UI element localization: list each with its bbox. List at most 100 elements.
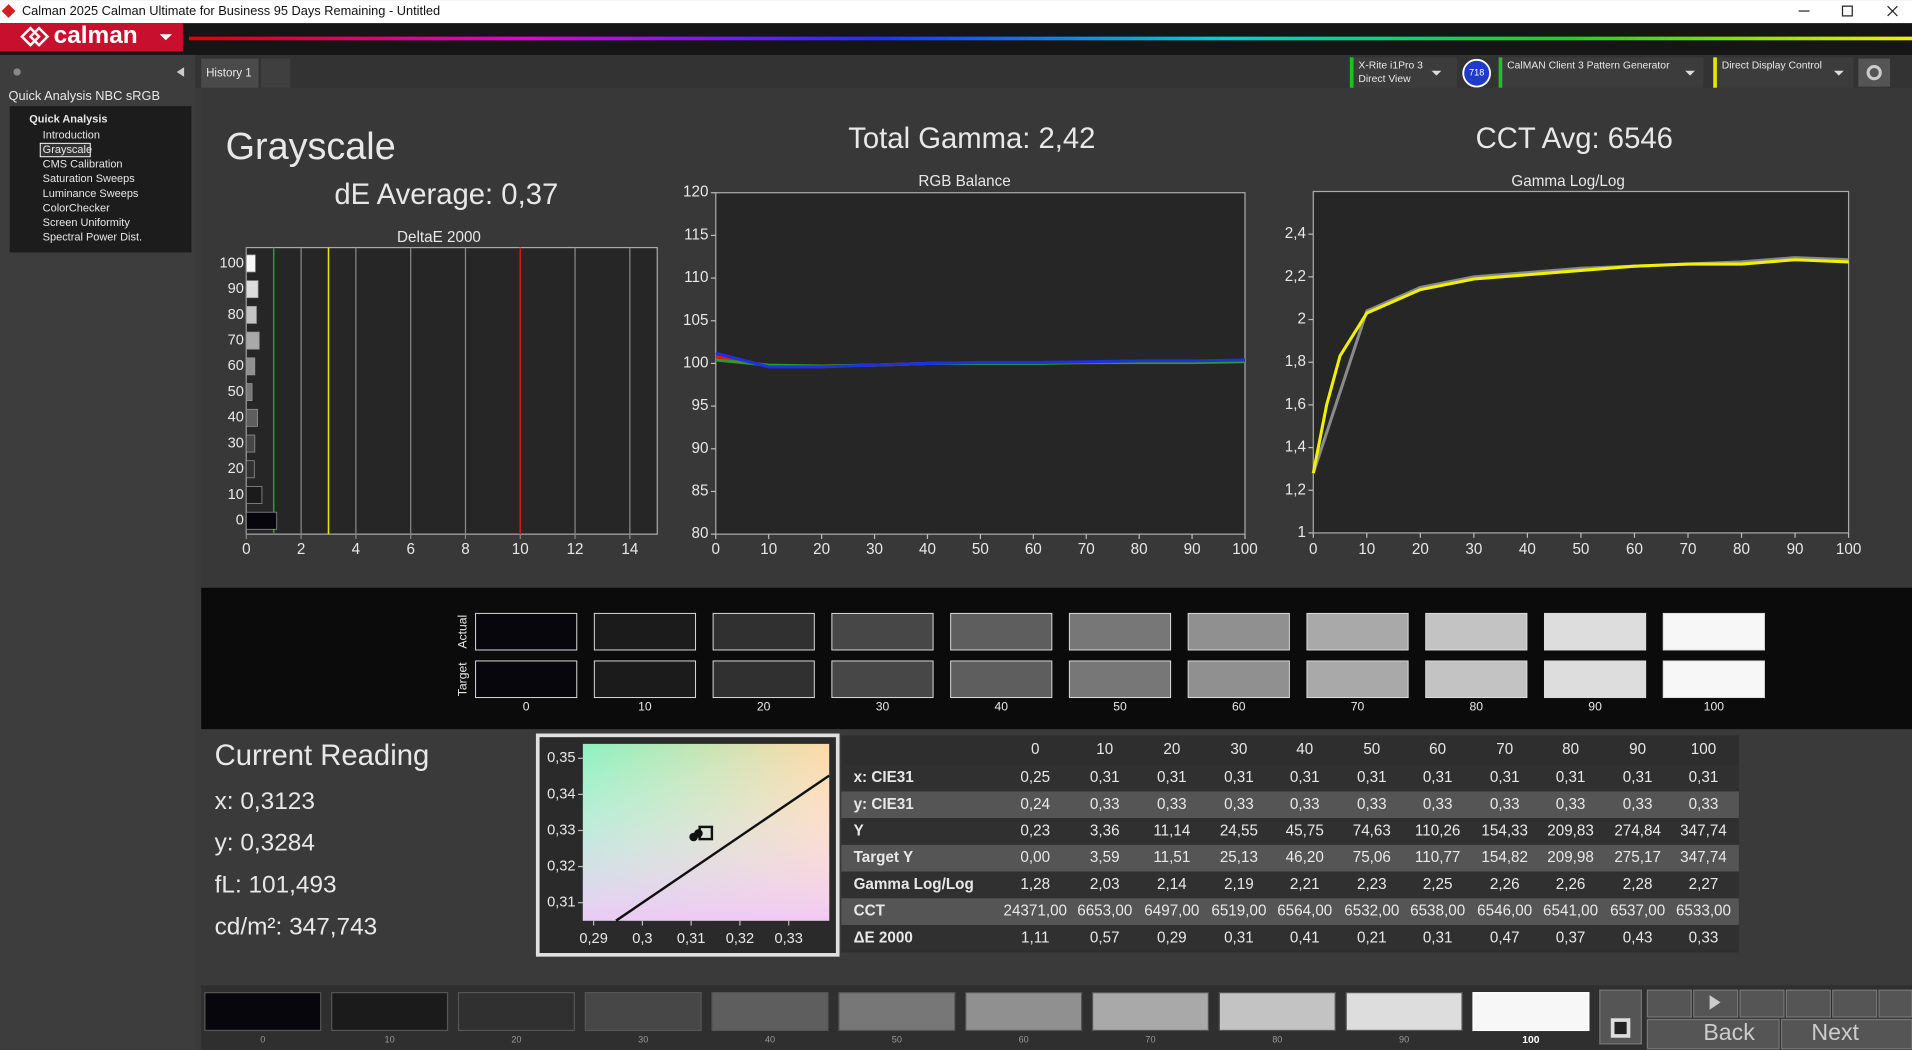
table-cell: 0,33 bbox=[1423, 796, 1453, 813]
swatch bbox=[832, 661, 933, 698]
swatch bbox=[1544, 613, 1645, 650]
x-tick-label: 90 bbox=[1787, 541, 1804, 558]
bar bbox=[246, 255, 255, 272]
table-cell: 0,47 bbox=[1490, 929, 1520, 946]
patch[interactable] bbox=[839, 993, 955, 1031]
swatch-label: 100 bbox=[1704, 700, 1725, 714]
table-cell: 2,25 bbox=[1423, 876, 1453, 893]
table-cell: 0,31 bbox=[1689, 769, 1719, 786]
patch-label: 80 bbox=[1272, 1035, 1282, 1045]
y-tick-label: 20 bbox=[228, 461, 244, 477]
swatch-label: 20 bbox=[757, 700, 771, 714]
patch[interactable] bbox=[1219, 993, 1335, 1031]
chart-title: Gamma Log/Log bbox=[1511, 173, 1624, 190]
patch-label: 30 bbox=[638, 1035, 648, 1045]
settings-button[interactable] bbox=[1858, 59, 1890, 87]
swatch bbox=[476, 661, 577, 698]
column-header: 60 bbox=[1429, 741, 1446, 758]
read-button[interactable] bbox=[1740, 990, 1784, 1017]
y-tick-label: 80 bbox=[692, 525, 709, 542]
bar bbox=[246, 306, 256, 323]
table-cell: 0,33 bbox=[1689, 929, 1719, 946]
patch[interactable] bbox=[585, 993, 701, 1031]
y-tick-label: 50 bbox=[228, 384, 244, 400]
table-cell: 0,23 bbox=[1020, 822, 1050, 839]
table-cell: 154,82 bbox=[1481, 849, 1528, 866]
y-tick-label: 60 bbox=[228, 358, 244, 374]
next-label: Next bbox=[1811, 1019, 1859, 1045]
refresh-button[interactable] bbox=[1833, 990, 1877, 1017]
table-cell: 2,27 bbox=[1689, 876, 1719, 893]
table-cell: 0,31 bbox=[1423, 769, 1453, 786]
table-cell: 0,21 bbox=[1357, 929, 1387, 946]
table-cell: 110,26 bbox=[1415, 822, 1460, 839]
patch-label: 70 bbox=[1145, 1035, 1155, 1045]
table-cell: 209,98 bbox=[1547, 849, 1594, 866]
add-tab[interactable] bbox=[261, 59, 290, 88]
plot-area bbox=[246, 248, 657, 535]
swatch-label: 70 bbox=[1351, 700, 1365, 714]
tree-item[interactable]: Luminance Sweeps bbox=[43, 188, 139, 200]
y-tick-label: 10 bbox=[228, 487, 244, 503]
x-tick-label: 20 bbox=[1412, 541, 1429, 558]
tree-item[interactable]: Spectral Power Dist. bbox=[43, 232, 142, 244]
x-tick-label: 0,3 bbox=[632, 931, 652, 947]
y-tick-label: 0,35 bbox=[547, 750, 575, 766]
y-tick-label: 1,4 bbox=[1285, 439, 1307, 456]
tree-item[interactable]: CMS Calibration bbox=[43, 159, 123, 171]
tree-item[interactable]: Saturation Sweeps bbox=[43, 173, 136, 185]
tree-item[interactable]: Screen Uniformity bbox=[43, 217, 131, 229]
bar bbox=[246, 461, 254, 478]
tree-item[interactable]: Grayscale bbox=[43, 144, 92, 156]
tree-item[interactable]: Introduction bbox=[43, 129, 100, 141]
table-cell: 0,33 bbox=[1290, 796, 1320, 813]
patch[interactable] bbox=[1093, 993, 1209, 1031]
patch[interactable] bbox=[966, 993, 1082, 1031]
table-cell: 0,33 bbox=[1090, 796, 1120, 813]
table-cell: 0,31 bbox=[1556, 769, 1586, 786]
y-tick-label: 110 bbox=[684, 269, 708, 286]
column-header: 0 bbox=[1031, 741, 1039, 758]
table-cell: 6564,00 bbox=[1277, 903, 1332, 920]
reading-line: fL: 101,493 bbox=[215, 871, 337, 898]
y-tick-label: 0,32 bbox=[547, 858, 575, 874]
x-tick-label: 100 bbox=[1232, 541, 1257, 558]
table-cell: 347,74 bbox=[1680, 849, 1727, 866]
table-cell: 0,31 bbox=[1623, 769, 1653, 786]
x-tick-label: 0 bbox=[1309, 541, 1317, 558]
patch[interactable] bbox=[1473, 993, 1589, 1031]
patch-label: 0 bbox=[260, 1035, 265, 1045]
patch[interactable] bbox=[332, 993, 448, 1031]
patch[interactable] bbox=[205, 993, 321, 1031]
pause-button[interactable] bbox=[1647, 990, 1691, 1017]
table-cell: 347,74 bbox=[1680, 822, 1727, 839]
row-label: Gamma Log/Log bbox=[854, 876, 974, 893]
x-tick-label: 2 bbox=[297, 541, 305, 558]
y-tick-label: 100 bbox=[219, 255, 243, 271]
patch[interactable] bbox=[458, 993, 574, 1031]
table-cell: 6532,00 bbox=[1344, 903, 1399, 920]
table-cell: 75,06 bbox=[1353, 849, 1391, 866]
bar bbox=[246, 409, 257, 426]
patch[interactable] bbox=[1346, 993, 1462, 1031]
de-average: dE Average: 0,37 bbox=[334, 179, 558, 211]
loop-button[interactable] bbox=[1786, 990, 1830, 1017]
tree-item[interactable]: ColorChecker bbox=[43, 202, 110, 214]
table-cell: 6538,00 bbox=[1410, 903, 1465, 920]
x-tick-label: 0,31 bbox=[677, 931, 705, 947]
table-cell: 0,33 bbox=[1224, 796, 1254, 813]
tree-group[interactable]: Quick Analysis bbox=[29, 113, 107, 125]
patch[interactable] bbox=[712, 993, 828, 1031]
y-tick-label: 2,2 bbox=[1285, 268, 1306, 285]
y-tick-label: 105 bbox=[683, 312, 708, 329]
table-cell: 0,31 bbox=[1490, 769, 1520, 786]
table-cell: 6537,00 bbox=[1610, 903, 1665, 920]
row-label: Y bbox=[854, 822, 864, 839]
more-button[interactable] bbox=[1879, 990, 1912, 1017]
table-cell: 0,29 bbox=[1157, 929, 1187, 946]
page-title: Grayscale bbox=[226, 126, 396, 168]
table-cell: 0,24 bbox=[1020, 796, 1050, 813]
row-label: CCT bbox=[854, 903, 886, 920]
swatch bbox=[832, 613, 933, 650]
column-header: 50 bbox=[1363, 741, 1380, 758]
